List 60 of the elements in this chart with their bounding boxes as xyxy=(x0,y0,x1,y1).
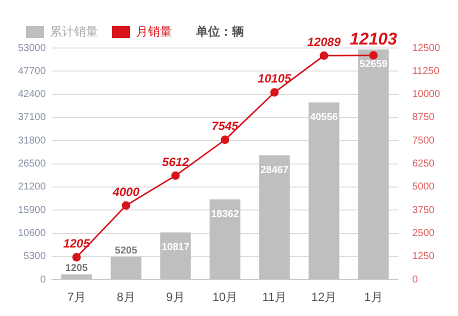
y-tick-label: 31800 xyxy=(18,135,46,146)
data-label: 12089 xyxy=(307,34,341,49)
x-tick-label: 10月 xyxy=(212,290,238,304)
data-label: 12103 xyxy=(350,30,398,49)
data-label: 40556 xyxy=(310,112,338,124)
y-tick-label: 10600 xyxy=(18,228,46,240)
y-tick-label: 42400 xyxy=(18,89,46,100)
point xyxy=(320,51,328,60)
y2-tick-label: 8750 xyxy=(412,112,435,124)
y2-tick-label: 0 xyxy=(412,274,418,286)
x-tick-label: 7月 xyxy=(67,290,86,304)
data-label: 52659 xyxy=(360,59,388,70)
legend-label: 累计销量 xyxy=(50,24,98,38)
point xyxy=(369,51,378,60)
bar xyxy=(308,102,340,280)
y-tick-label: 53000 xyxy=(18,42,46,54)
y-tick-label: 47700 xyxy=(18,66,46,77)
x-tick-label: 12月 xyxy=(311,290,337,304)
point xyxy=(171,171,180,180)
data-label: 10105 xyxy=(258,72,292,86)
data-label: 4000 xyxy=(112,184,140,199)
data-label: 5612 xyxy=(162,154,190,169)
data-label: 28467 xyxy=(260,164,289,176)
data-label: 18362 xyxy=(211,209,240,220)
bar xyxy=(61,274,92,280)
y-tick-label: 0 xyxy=(40,274,46,286)
data-label: 1205 xyxy=(63,236,90,251)
y2-tick-label: 11250 xyxy=(412,66,440,77)
point xyxy=(72,253,81,262)
bar xyxy=(160,232,191,280)
data-label: 1205 xyxy=(65,263,88,274)
data-label: 5205 xyxy=(114,246,138,257)
y2-tick-label: 5000 xyxy=(412,182,435,193)
y2-tick-label: 3750 xyxy=(412,204,435,216)
y2-tick-label: 2500 xyxy=(412,228,435,240)
y-tick-label: 26500 xyxy=(18,158,46,170)
y2-tick-label: 12500 xyxy=(412,42,440,54)
bar xyxy=(259,155,290,280)
legend-label: 月销量 xyxy=(136,24,172,38)
data-label: 10817 xyxy=(162,242,190,254)
x-tick-label: 11月 xyxy=(262,290,287,304)
point xyxy=(122,201,130,210)
bar xyxy=(358,49,389,280)
bar xyxy=(110,256,142,280)
y2-tick-label: 1250 xyxy=(412,251,435,262)
y2-tick-label: 7500 xyxy=(412,135,435,146)
data-label: 7545 xyxy=(212,119,239,134)
y-tick-label: 15900 xyxy=(18,204,46,216)
x-tick-label: 8月 xyxy=(116,290,136,304)
point xyxy=(270,88,279,97)
text: 单位：辆 xyxy=(195,24,244,38)
x-tick-label: 9月 xyxy=(166,290,185,304)
y2-tick-label: 10000 xyxy=(412,89,440,100)
y-tick-label: 5300 xyxy=(24,251,46,262)
y2-tick-label: 6250 xyxy=(412,158,435,170)
bar xyxy=(210,199,240,280)
point xyxy=(220,136,230,144)
x-tick-label: 1月 xyxy=(364,290,383,304)
y-tick-label: 21200 xyxy=(18,182,46,193)
y-tick-label: 37100 xyxy=(18,112,46,124)
